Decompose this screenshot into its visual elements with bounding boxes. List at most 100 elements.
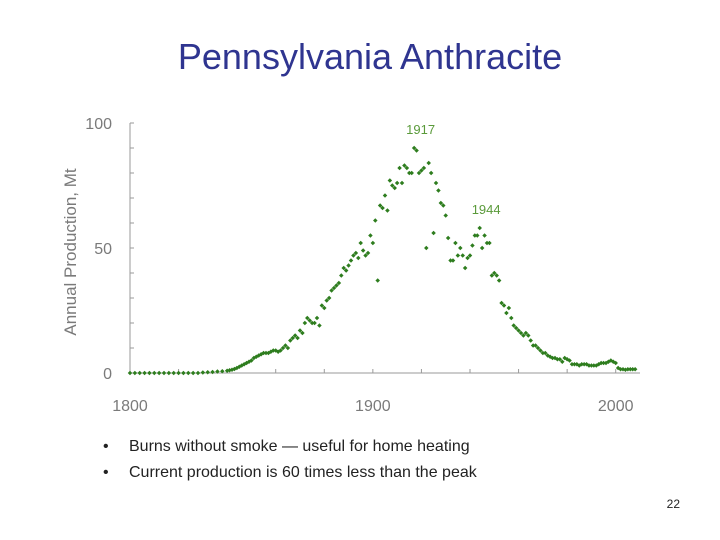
data-point xyxy=(453,240,458,246)
data-point xyxy=(190,370,196,376)
data-point xyxy=(271,348,276,353)
data-point xyxy=(628,366,633,372)
data-point xyxy=(142,370,147,376)
data-point xyxy=(358,240,363,246)
data-point xyxy=(307,318,312,323)
data-point xyxy=(540,350,546,356)
y-tick-label: 50 xyxy=(94,241,112,258)
data-point xyxy=(465,255,470,261)
data-point xyxy=(385,208,390,213)
data-point xyxy=(317,323,322,328)
data-point xyxy=(360,248,366,253)
data-point xyxy=(591,363,597,368)
data-point xyxy=(297,328,303,333)
data-point xyxy=(555,356,560,362)
bullet-dot: • xyxy=(103,464,109,481)
data-point xyxy=(348,258,354,263)
data-point xyxy=(586,363,592,368)
data-point xyxy=(499,300,504,306)
data-point xyxy=(433,180,439,186)
data-point xyxy=(309,320,315,326)
y-tick-labels: 0 50 100 xyxy=(85,116,112,383)
data-point xyxy=(137,370,142,376)
data-point xyxy=(504,310,509,316)
data-point xyxy=(283,343,288,348)
data-point xyxy=(550,355,555,361)
data-point xyxy=(181,370,186,376)
data-point xyxy=(458,245,463,251)
annotation-label: 1944 xyxy=(472,202,501,217)
data-point xyxy=(516,328,521,333)
data-point xyxy=(467,253,473,258)
data-point xyxy=(132,370,138,376)
bullet-item: • Current production is 60 times less tha… xyxy=(103,464,477,482)
data-point xyxy=(394,180,400,186)
data-point xyxy=(477,225,482,231)
data-point xyxy=(351,253,356,258)
data-point xyxy=(363,253,368,258)
data-point xyxy=(409,170,414,176)
data-point xyxy=(443,213,448,218)
data-point xyxy=(314,315,320,321)
data-point xyxy=(601,360,606,366)
data-point xyxy=(402,163,407,168)
bullet-dot: • xyxy=(103,438,109,455)
data-point xyxy=(300,330,305,336)
data-point xyxy=(572,361,577,367)
data-point xyxy=(346,263,351,268)
data-point xyxy=(295,335,300,341)
annotation-label: 1917 xyxy=(406,122,435,137)
data-point xyxy=(336,280,342,286)
data-point xyxy=(261,350,266,356)
data-point xyxy=(210,369,215,375)
slide-title: Pennsylvania Anthracite xyxy=(177,36,563,77)
data-point xyxy=(292,333,298,338)
data-point xyxy=(528,338,533,343)
data-point xyxy=(288,338,293,343)
data-point xyxy=(200,370,206,375)
data-point xyxy=(526,333,531,338)
data-point xyxy=(521,333,526,338)
y-minor-ticks xyxy=(130,122,134,374)
data-point xyxy=(370,240,376,246)
data-point xyxy=(431,230,436,236)
data-point xyxy=(492,270,497,276)
data-point xyxy=(538,348,543,353)
data-point xyxy=(436,188,441,193)
data-point xyxy=(375,278,380,283)
data-point xyxy=(356,255,361,261)
x-tick-label: 1800 xyxy=(112,398,148,415)
data-point xyxy=(518,330,524,336)
y-axis-label: Annual Production, Mt xyxy=(61,168,80,336)
bullet-list: • Burns without smoke — useful for home h… xyxy=(103,438,477,490)
data-point xyxy=(343,268,349,273)
page-number: 22 xyxy=(666,497,680,511)
data-point xyxy=(326,295,332,301)
data-point xyxy=(470,243,475,248)
data-point xyxy=(426,160,431,166)
data-point xyxy=(625,366,631,372)
data-point xyxy=(341,265,346,271)
data-point xyxy=(290,335,295,341)
data-point xyxy=(171,370,176,376)
data-point xyxy=(312,320,317,326)
data-point xyxy=(329,288,334,293)
data-point xyxy=(598,360,604,366)
data-point xyxy=(535,345,541,351)
data-point xyxy=(581,361,587,367)
data-point xyxy=(215,369,220,374)
data-point xyxy=(445,235,451,241)
data-point xyxy=(152,370,157,376)
data-points xyxy=(127,145,638,376)
data-point xyxy=(496,278,502,283)
bullet-item: • Burns without smoke — useful for home h… xyxy=(103,438,477,456)
y-tick-label: 100 xyxy=(85,116,112,133)
data-point xyxy=(319,303,325,308)
bullet-text: Current production is 60 times less than… xyxy=(129,464,477,481)
data-point xyxy=(147,370,152,376)
data-point xyxy=(482,233,487,238)
data-point xyxy=(506,305,512,311)
data-point xyxy=(450,258,456,263)
data-point xyxy=(630,366,635,372)
